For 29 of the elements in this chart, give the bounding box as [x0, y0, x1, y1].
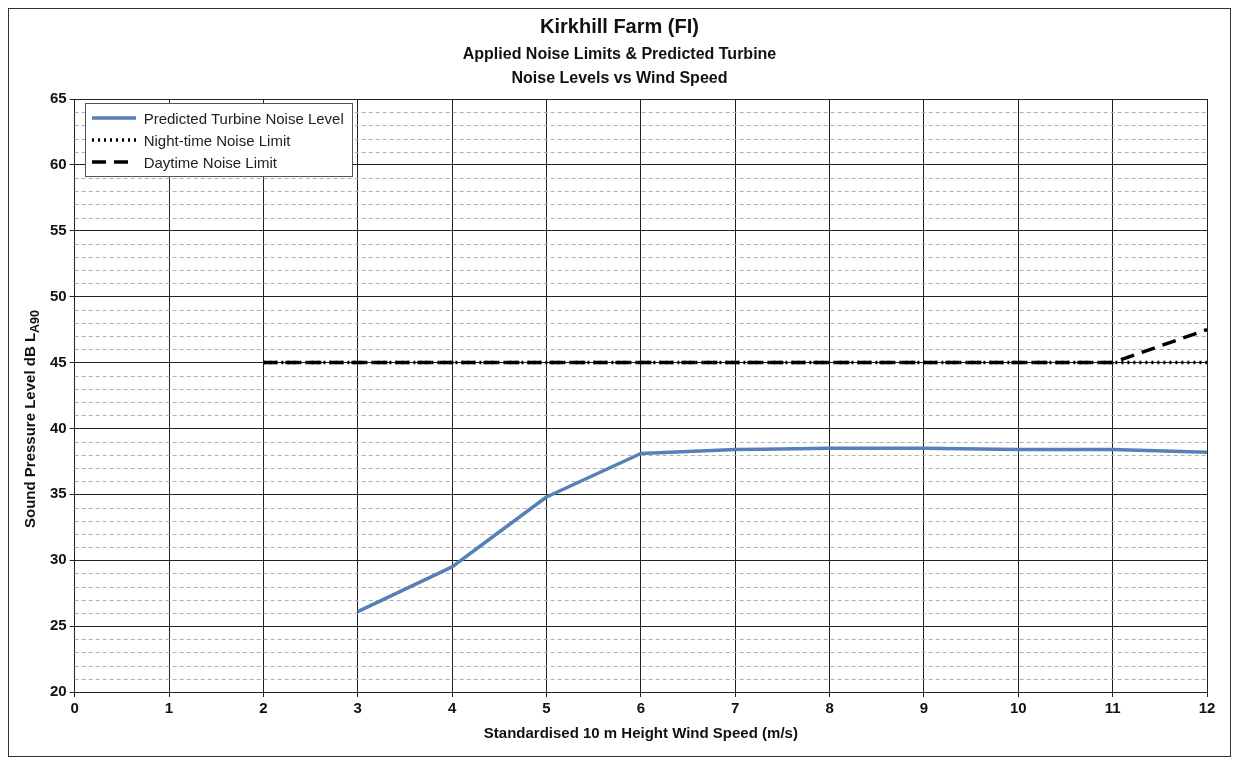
y-tick-label: 55: [50, 220, 67, 238]
x-tick-label: 5: [542, 699, 551, 717]
x-tick-label: 0: [70, 699, 79, 717]
x-tick-label: 10: [1009, 699, 1027, 717]
y-tick-label: 65: [50, 89, 67, 107]
x-tick-label: 1: [164, 699, 174, 717]
y-tick-label: 20: [50, 682, 67, 700]
legend-label: Predicted Turbine Noise Level: [143, 109, 344, 127]
y-tick-label: 45: [50, 352, 67, 370]
x-axis-title: Standardised 10 m Height Wind Speed (m/s): [483, 724, 798, 742]
x-tick-label: 6: [636, 699, 646, 717]
chart-subtitle: Applied Noise Limits & Predicted Turbine Noise Levels vs Wind Speed: [461, 44, 778, 88]
x-tick-label: 2: [259, 699, 268, 717]
legend-label: Night-time Noise Limit: [143, 131, 291, 149]
x-tick-label: 9: [919, 699, 929, 717]
y-tick-label: 50: [50, 286, 67, 304]
x-tick-label: 4: [447, 699, 457, 717]
x-tick-label: 11: [1104, 699, 1121, 717]
y-tick-label: 35: [50, 484, 67, 502]
y-tick-label: 25: [50, 616, 67, 634]
x-tick-label: 3: [353, 699, 362, 717]
chart-title: Kirkhill Farm (FI): [539, 15, 700, 38]
x-tick-label: 7: [731, 699, 740, 717]
y-tick-label: 40: [50, 418, 67, 436]
legend-label: Daytime Noise Limit: [143, 153, 278, 171]
x-tick-label: 12: [1198, 699, 1216, 717]
x-tick-label: 8: [825, 699, 834, 717]
y-tick-label: 60: [50, 155, 67, 173]
y-tick-label: 30: [50, 550, 67, 568]
